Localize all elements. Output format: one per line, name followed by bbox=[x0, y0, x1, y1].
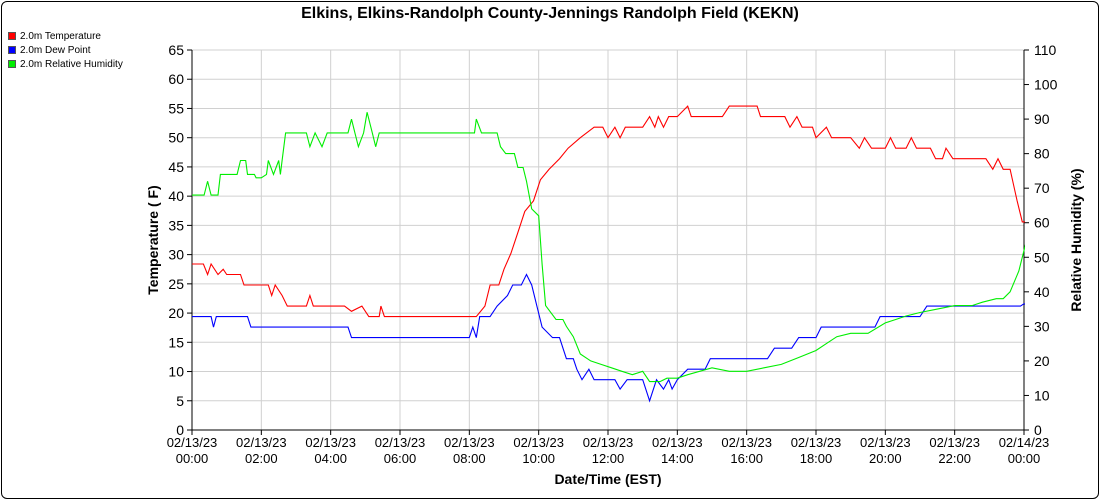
y2-tick-label: 70 bbox=[1034, 180, 1050, 196]
y2-tick-label: 80 bbox=[1034, 146, 1050, 162]
y-tick-label: 35 bbox=[168, 217, 184, 233]
x-tick-date-label: 02/13/23 bbox=[929, 435, 980, 450]
x-tick-date-label: 02/14/23 bbox=[999, 435, 1050, 450]
y2-tick-label: 50 bbox=[1034, 249, 1050, 265]
y2-tick-label: 0 bbox=[1034, 422, 1042, 438]
y-tick-label: 25 bbox=[168, 276, 184, 292]
y2-tick-label: 40 bbox=[1034, 284, 1050, 300]
y-tick-label: 65 bbox=[168, 42, 184, 58]
x-tick-date-label: 02/13/23 bbox=[305, 435, 356, 450]
y-tick-label: 30 bbox=[168, 247, 184, 263]
y-tick-label: 0 bbox=[176, 422, 184, 438]
x-tick-time-label: 18:00 bbox=[800, 451, 833, 466]
legend-swatch-dew-point bbox=[8, 46, 16, 54]
x-tick-date-label: 02/13/23 bbox=[236, 435, 287, 450]
x-tick-time-label: 22:00 bbox=[938, 451, 971, 466]
y-axis-title: Temperature ( F) bbox=[145, 185, 161, 294]
x-tick-time-label: 10:00 bbox=[522, 451, 555, 466]
y-tick-label: 45 bbox=[168, 159, 184, 175]
x-tick-date-label: 02/13/23 bbox=[721, 435, 772, 450]
y-tick-label: 55 bbox=[168, 100, 184, 116]
x-tick-time-label: 00:00 bbox=[1008, 451, 1041, 466]
legend: 2.0m Temperature 2.0m Dew Point 2.0m Rel… bbox=[8, 29, 123, 71]
x-tick-time-label: 16:00 bbox=[730, 451, 763, 466]
x-tick-date-label: 02/13/23 bbox=[167, 435, 218, 450]
y-tick-label: 20 bbox=[168, 305, 184, 321]
y2-tick-label: 100 bbox=[1034, 77, 1058, 93]
x-tick-time-label: 12:00 bbox=[592, 451, 625, 466]
legend-label-relative-humidity: 2.0m Relative Humidity bbox=[20, 58, 123, 70]
series-line-dew-point bbox=[192, 273, 1025, 403]
y-tick-label: 60 bbox=[168, 71, 184, 87]
legend-label-dew-point: 2.0m Dew Point bbox=[20, 44, 91, 56]
x-tick-time-label: 08:00 bbox=[453, 451, 486, 466]
x-tick-date-label: 02/13/23 bbox=[444, 435, 495, 450]
chart-title: Elkins, Elkins-Randolph County-Jennings … bbox=[301, 5, 799, 22]
y2-axis-title: Relative Humidity (%) bbox=[1068, 168, 1084, 311]
x-tick-date-label: 02/13/23 bbox=[513, 435, 564, 450]
y-tick-label: 40 bbox=[168, 188, 184, 204]
y2-tick-label: 110 bbox=[1034, 42, 1057, 58]
legend-label-temperature: 2.0m Temperature bbox=[20, 30, 101, 42]
y-tick-label: 50 bbox=[168, 130, 184, 146]
x-axis-title: Date/Time (EST) bbox=[554, 471, 661, 487]
y-tick-label: 5 bbox=[176, 393, 184, 409]
x-tick-time-label: 04:00 bbox=[314, 451, 347, 466]
y2-tick-label: 90 bbox=[1034, 111, 1050, 127]
y2-tick-label: 30 bbox=[1034, 318, 1050, 334]
x-tick-time-label: 06:00 bbox=[384, 451, 417, 466]
series-line-temperature bbox=[192, 105, 1025, 318]
x-tick-time-label: 02:00 bbox=[245, 451, 278, 466]
x-tick-time-label: 00:00 bbox=[176, 451, 209, 466]
y2-tick-label: 10 bbox=[1034, 387, 1050, 403]
legend-item-temperature: 2.0m Temperature bbox=[8, 29, 123, 43]
x-tick-time-label: 20:00 bbox=[869, 451, 902, 466]
x-tick-date-label: 02/13/23 bbox=[860, 435, 911, 450]
y2-tick-label: 20 bbox=[1034, 353, 1050, 369]
y-tick-label: 10 bbox=[168, 364, 184, 380]
legend-swatch-relative-humidity bbox=[8, 60, 16, 68]
series-line-relative-humidity bbox=[192, 112, 1025, 383]
x-tick-date-label: 02/13/23 bbox=[791, 435, 842, 450]
x-tick-time-label: 14:00 bbox=[661, 451, 694, 466]
x-tick-date-label: 02/13/23 bbox=[375, 435, 426, 450]
x-tick-date-label: 02/13/23 bbox=[583, 435, 634, 450]
y-tick-label: 15 bbox=[168, 334, 184, 350]
legend-item-relative-humidity: 2.0m Relative Humidity bbox=[8, 57, 123, 71]
x-tick-date-label: 02/13/23 bbox=[652, 435, 703, 450]
legend-item-dew-point: 2.0m Dew Point bbox=[8, 43, 123, 57]
legend-swatch-temperature bbox=[8, 32, 16, 40]
y2-tick-label: 60 bbox=[1034, 215, 1050, 231]
